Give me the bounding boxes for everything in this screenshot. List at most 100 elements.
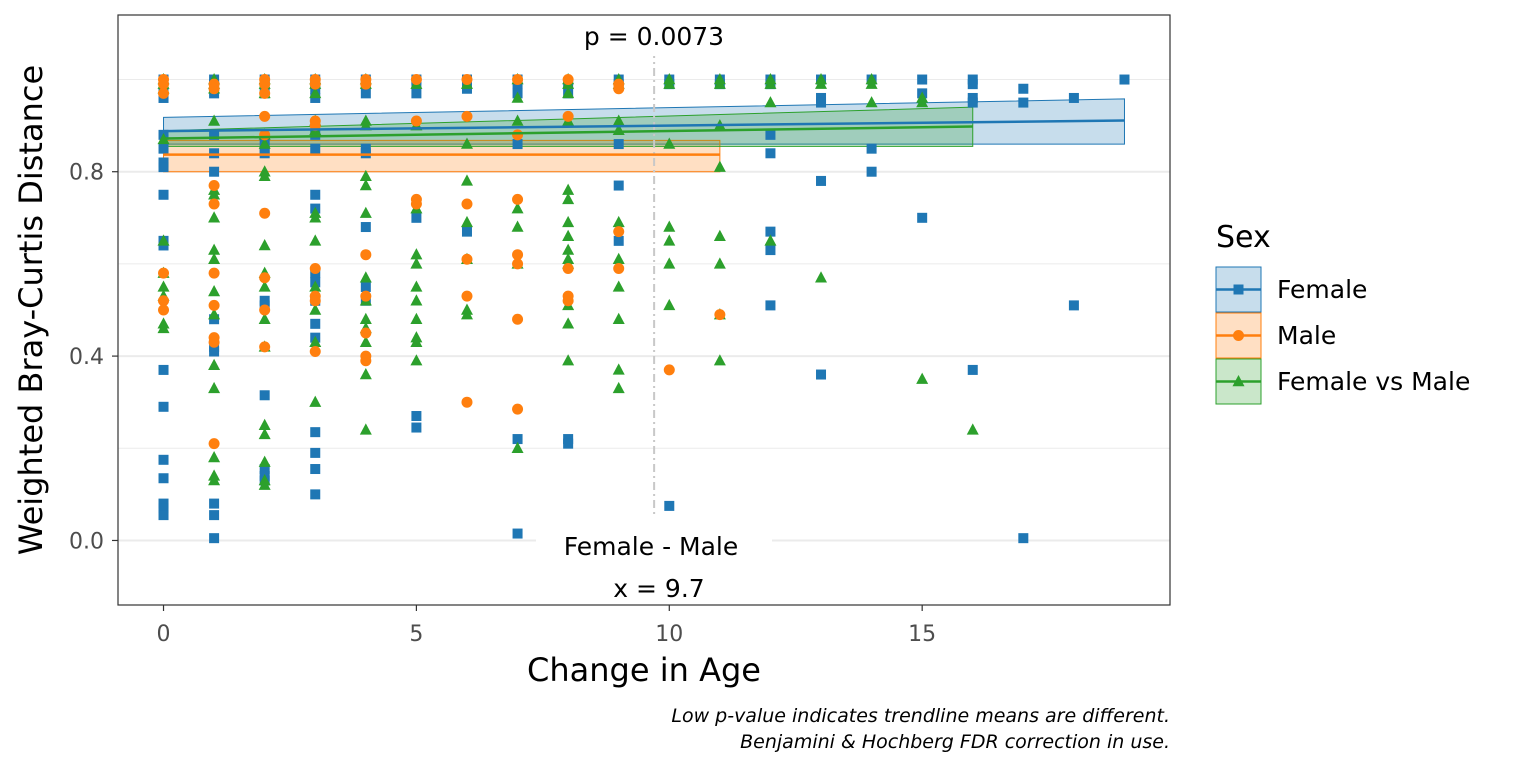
intersect-label: Female - Male xyxy=(564,532,739,561)
data-point xyxy=(158,304,170,316)
data-point xyxy=(209,533,220,544)
data-point xyxy=(158,87,170,99)
data-point xyxy=(360,327,372,339)
data-point xyxy=(865,77,878,89)
data-point xyxy=(360,355,372,367)
data-point xyxy=(612,280,625,292)
plot-border xyxy=(117,14,1171,606)
data-point xyxy=(158,162,169,173)
data-point xyxy=(208,450,221,463)
y-tick-label: 0.8 xyxy=(69,161,104,186)
data-point xyxy=(410,248,423,260)
data-point xyxy=(158,143,169,154)
x-axis-title: Change in Age xyxy=(527,651,761,689)
data-point xyxy=(258,280,271,292)
x-axis-ticks: 0 5 10 15 xyxy=(157,605,936,647)
data-point xyxy=(259,464,270,475)
data-point xyxy=(259,207,271,219)
data-point xyxy=(209,166,220,177)
data-point xyxy=(208,83,220,95)
legend-key-marker xyxy=(1233,284,1244,295)
y-tick-label: 0.4 xyxy=(69,345,104,370)
data-point xyxy=(208,211,221,223)
data-point xyxy=(158,189,169,200)
data-point xyxy=(209,510,220,521)
legend-item: Male xyxy=(1215,312,1336,359)
data-point xyxy=(663,234,676,246)
data-point xyxy=(410,257,423,269)
data-point xyxy=(562,243,575,255)
data-point xyxy=(612,114,625,126)
trend-line xyxy=(163,119,1125,133)
data-point xyxy=(562,215,575,228)
data-point xyxy=(359,368,372,380)
data-point xyxy=(511,202,524,214)
data-point xyxy=(512,434,523,445)
trend-lines xyxy=(163,119,1125,156)
data-point xyxy=(208,336,220,348)
p-value-label-bg xyxy=(565,20,745,56)
data-point xyxy=(562,354,575,366)
data-point xyxy=(461,396,473,408)
data-point xyxy=(613,180,624,191)
legend-title: Sex xyxy=(1216,220,1271,255)
p-value-label: p = 0.0073 xyxy=(584,22,724,51)
data-point xyxy=(512,193,524,205)
data-point xyxy=(209,148,220,159)
data-point xyxy=(512,139,523,150)
data-point xyxy=(359,169,372,182)
data-point xyxy=(208,114,221,126)
data-point xyxy=(916,96,929,108)
data-point xyxy=(461,290,473,302)
data-point xyxy=(208,180,220,192)
data-point xyxy=(208,381,221,394)
data-point xyxy=(562,295,574,307)
data-point xyxy=(158,364,169,375)
data-point xyxy=(966,423,979,435)
data-point xyxy=(613,83,625,95)
data-point xyxy=(967,79,978,90)
data-point xyxy=(360,249,372,261)
data-point xyxy=(663,257,676,269)
data-point xyxy=(815,271,828,283)
data-point xyxy=(613,139,624,150)
x-tick-label: 0 xyxy=(157,622,171,647)
data-point xyxy=(309,295,321,307)
data-point xyxy=(208,308,221,320)
data-point xyxy=(310,489,321,500)
data-point xyxy=(208,252,221,265)
data-point xyxy=(765,129,776,140)
data-point xyxy=(765,148,776,159)
data-point xyxy=(209,129,220,140)
data-point xyxy=(410,198,422,210)
data-point xyxy=(208,188,221,200)
data-point xyxy=(663,77,676,89)
data-point xyxy=(866,143,877,154)
data-point xyxy=(158,454,169,465)
data-point xyxy=(410,335,423,347)
data-point xyxy=(613,226,625,238)
data-point xyxy=(663,137,676,149)
data-point xyxy=(410,115,422,127)
data-point xyxy=(359,312,372,324)
data-point xyxy=(663,298,676,311)
data-point xyxy=(612,312,625,324)
data-point xyxy=(157,132,170,145)
data-point xyxy=(714,309,726,321)
data-point xyxy=(360,148,371,159)
data-point xyxy=(360,290,372,302)
data-point xyxy=(713,229,726,241)
data-point xyxy=(410,354,423,366)
data-point xyxy=(359,179,372,191)
data-point xyxy=(209,346,220,357)
data-point xyxy=(613,263,625,275)
data-point xyxy=(562,183,575,195)
data-point xyxy=(359,119,372,131)
data-point xyxy=(1068,92,1079,103)
data-point xyxy=(309,335,322,347)
data-point xyxy=(512,249,524,261)
data-point xyxy=(359,206,372,218)
data-point xyxy=(461,198,473,210)
data-point xyxy=(916,372,929,384)
data-point xyxy=(411,411,422,422)
